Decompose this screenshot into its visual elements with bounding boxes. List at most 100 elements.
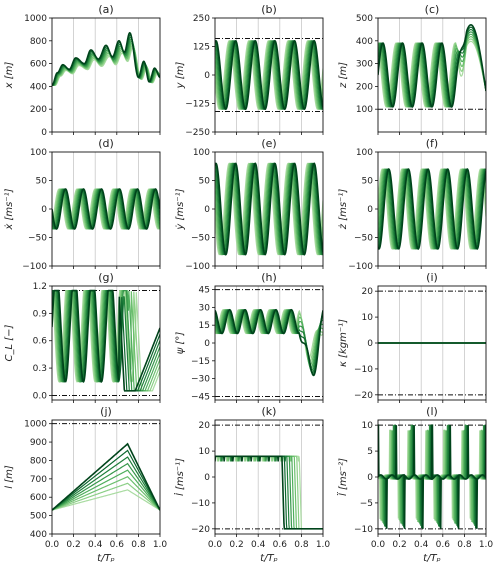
panel-title-f: (f) [426,137,438,150]
series-line-b-7 [215,39,323,111]
ytick-label-k-0: −20 [191,525,210,535]
series-group-c [378,24,486,108]
ytick-label-l-3: 5 [367,447,373,457]
ylabel-a: x [m] [4,62,15,90]
panel-b: −250 −125 0 125 250 (b) y [m] [175,3,324,138]
series-line-c-7 [378,24,486,108]
panel-title-h: (h) [261,271,277,284]
panel-j: 400 500 600 700 800 900 1000 0.0 0.2 0.4 0.6 0.8 1.0… [4,405,167,564]
series-line-c-4 [378,31,486,108]
ytick-label-j-2: 600 [30,493,47,503]
xtick-label-k-5: 1.0 [316,540,331,550]
ytick-label-g-2: 0.6 [33,337,48,347]
xtick-label-l-5: 1.0 [479,540,494,550]
ytick-label-a-2: 400 [30,82,47,92]
ylabel-k: l̇ [ms⁻¹] [173,458,186,496]
series-line-h-7 [215,308,323,377]
ylabel-d: ẋ [ms⁻¹] [4,188,15,230]
xtick-label-k-4: 0.8 [294,540,309,550]
ytick-label-j-4: 800 [30,456,47,466]
ylabel-e: ẏ [ms⁻¹] [175,188,186,230]
series-line-k-2 [215,455,323,530]
panel-g: 0.0 0.3 0.6 0.9 1.2 (g) C_L [−] [4,271,161,403]
xtick-label-j-3: 0.6 [110,540,125,550]
ytick-label-f-4: 100 [356,148,373,158]
ytick-label-a-3: 600 [30,60,47,70]
ylabel-f: ż [ms⁻¹] [338,189,349,231]
ytick-label-d-1: −50 [28,234,47,244]
xtick-label-k-2: 0.4 [251,540,266,550]
series-group-h [215,308,323,377]
series-line-f-5 [378,168,486,250]
panel-title-b: (b) [261,3,277,16]
ytick-label-a-1: 200 [30,105,47,115]
xtick-label-l-1: 0.2 [392,540,406,550]
series-group-g [52,289,160,392]
ytick-label-a-4: 800 [30,37,47,47]
xtick-label-j-1: 0.2 [66,540,80,550]
axes-frame-g [51,285,161,401]
ytick-label-i-1: −10 [354,365,373,375]
series-group-k [215,455,323,530]
series-line-k-6 [215,455,323,530]
series-group-d [52,188,160,230]
panel-title-a: (a) [98,3,113,16]
ytick-label-k-3: 10 [199,447,211,457]
series-line-k-4 [215,455,323,530]
series-line-j-6 [52,449,160,511]
series-line-k-3 [215,455,323,530]
series-line-k-7 [215,455,323,530]
ytick-label-d-0: −100 [22,262,47,272]
series-line-k-1 [215,455,323,530]
ytick-label-l-4: 10 [362,421,374,431]
ylabel-g: C_L [−] [4,324,15,361]
series-line-h-6 [215,309,323,376]
ytick-label-d-3: 50 [36,177,48,187]
series-line-d-6 [52,188,160,230]
ytick-label-i-0: −20 [354,391,373,401]
ytick-label-b-1: −125 [185,100,210,110]
axes-frame-a [51,17,161,133]
series-line-c-3 [378,33,486,108]
ytick-label-d-4: 100 [30,148,47,158]
ytick-label-j-1: 500 [30,512,47,522]
ytick-label-h-1: −30 [191,375,210,385]
xlabel-l: t/Tₚ [423,553,441,564]
ytick-label-b-3: 125 [193,43,210,53]
series-line-j-0 [52,489,160,511]
series-line-e-6 [215,162,323,256]
panel-f: −100 −50 0 50 100 (f) ż [ms⁻¹] [338,137,487,272]
series-group-j [52,442,160,511]
series-line-c-1 [378,38,486,108]
series-line-c-6 [378,26,486,108]
series-line-j-4 [52,462,160,511]
ytick-label-h-0: −45 [191,392,210,402]
ylabel-j: l [m] [4,465,15,489]
ytick-label-e-3: 50 [199,177,211,187]
ytick-label-b-0: −250 [185,128,210,138]
panel-a: 0 200 400 600 800 1000 (a) x [m] [4,3,161,138]
ytick-label-i-3: 10 [362,313,374,323]
series-group-b [215,39,323,111]
ylabel-l: l̈ [ms⁻²] [336,458,349,496]
series-line-d-4 [52,188,160,230]
ytick-label-h-4: 15 [199,321,210,331]
ytick-label-k-2: 0 [204,473,210,483]
series-line-g-6 [52,289,160,392]
panel-title-j: (j) [100,405,112,418]
ytick-label-h-6: 45 [199,286,210,296]
xtick-label-k-0: 0.0 [208,540,223,550]
ytick-label-g-0: 0.0 [33,391,48,401]
series-group-f [378,168,486,250]
axes-frame-h [214,285,324,401]
series-line-c-0 [378,40,486,108]
panel-d: −100 −50 0 50 100 (d) ẋ [ms⁻¹] [4,137,161,272]
series-line-e-7 [215,162,323,256]
panel-e: −100 −50 0 50 100 (e) ẏ [ms⁻¹] [175,137,324,272]
panel-title-l: (l) [426,405,438,418]
series-line-j-7 [52,442,160,511]
panel-h: −45 −30 −15 0 15 30 45 (h) ψ [°] [175,271,324,403]
ylabel-b: y [m] [175,62,186,90]
xtick-label-j-2: 0.4 [88,540,103,550]
ytick-label-f-1: −50 [354,234,373,244]
